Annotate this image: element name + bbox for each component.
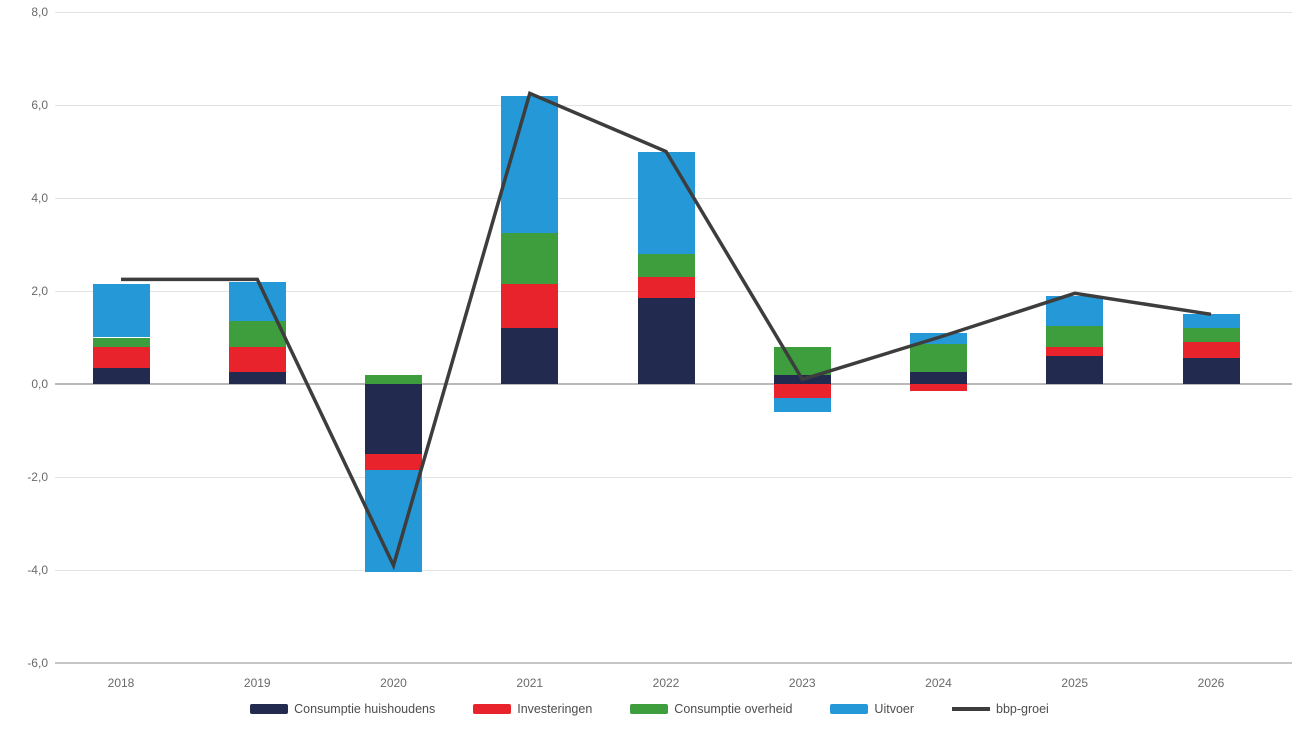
bar-segment-consumptie-overheid-2025 — [1046, 325, 1104, 347]
bar-segment-consumptie-overheid-2021 — [501, 232, 559, 285]
legend-swatch-investeringen — [473, 704, 512, 714]
bar-segment-consumptie-huishoudens-2024 — [910, 372, 967, 384]
legend-label: Investeringen — [517, 702, 593, 716]
legend-item-consumptie-huishoudens: Consumptie huishoudens — [250, 702, 435, 716]
y-tick-label: 6,0 — [31, 98, 48, 112]
bar-segment-consumptie-huishoudens-2022 — [637, 297, 695, 384]
bar-segment-uitvoer-2020 — [365, 470, 422, 573]
gridline-6 — [55, 105, 1292, 106]
bar-segment-investeringen-2024 — [910, 384, 967, 391]
bar-segment-investeringen-2022 — [637, 277, 695, 298]
bar-segment-consumptie-overheid-2024 — [910, 344, 967, 373]
y-tick-label: 8,0 — [31, 5, 48, 19]
bar-segment-uitvoer-2024 — [910, 332, 967, 345]
gridline--2 — [55, 477, 1292, 478]
bar-segment-consumptie-overheid-2023 — [773, 346, 831, 375]
x-tick-label-2019: 2019 — [243, 676, 271, 690]
gridline-8 — [55, 12, 1292, 13]
legend-item-consumptie-overheid: Consumptie overheid — [630, 702, 792, 716]
legend-item-uitvoer: Uitvoer — [830, 702, 914, 716]
x-tick-label-2024: 2024 — [925, 676, 952, 690]
bar-segment-uitvoer-2021 — [501, 95, 559, 233]
bar-segment-uitvoer-2019 — [228, 281, 286, 322]
legend-label: bbp-groei — [996, 702, 1049, 716]
bar-segment-consumptie-overheid-2026 — [1182, 328, 1240, 343]
x-tick-label-2025: 2025 — [1061, 676, 1089, 690]
x-tick-label-2018: 2018 — [107, 676, 135, 690]
legend-swatch-bbp-groei — [952, 707, 991, 711]
legend: Consumptie huishoudens Investeringen Consu… — [0, 702, 1299, 716]
y-tick-label: 4,0 — [31, 191, 48, 205]
bar-segment-consumptie-huishoudens-2020 — [365, 384, 422, 454]
legend-label: Consumptie overheid — [674, 702, 793, 716]
bar-segment-investeringen-2020 — [365, 453, 422, 471]
legend-item-investeringen: Investeringen — [473, 702, 592, 716]
bar-segment-uitvoer-2018 — [92, 284, 150, 338]
legend-swatch-uitvoer — [830, 704, 869, 714]
x-tick-label-2026: 2026 — [1197, 676, 1225, 690]
bar-segment-uitvoer-2023 — [773, 397, 831, 412]
bar-segment-consumptie-huishoudens-2026 — [1182, 358, 1240, 384]
bar-segment-consumptie-huishoudens-2025 — [1046, 356, 1104, 384]
bar-segment-investeringen-2026 — [1182, 342, 1240, 359]
y-tick-label: -4,0 — [27, 563, 48, 577]
gridline--4 — [55, 570, 1292, 571]
bar-segment-uitvoer-2025 — [1046, 295, 1104, 326]
bar-segment-consumptie-overheid-2022 — [637, 253, 695, 278]
legend-swatch-consumptie-overheid — [630, 704, 669, 714]
y-tick-label: 2,0 — [31, 284, 48, 298]
y-tick-label: 0,0 — [31, 377, 48, 391]
legend-label: Uitvoer — [874, 702, 915, 716]
bar-segment-consumptie-huishoudens-2023 — [773, 374, 831, 384]
bar-segment-investeringen-2025 — [1046, 346, 1104, 357]
bar-segment-consumptie-huishoudens-2018 — [92, 367, 150, 384]
bar-segment-investeringen-2023 — [773, 384, 831, 398]
bar-segment-consumptie-huishoudens-2021 — [501, 328, 559, 384]
x-tick-label-2023: 2023 — [788, 676, 816, 690]
bar-segment-consumptie-overheid-2018 — [92, 337, 150, 347]
y-tick-label: -2,0 — [27, 470, 48, 484]
legend-swatch-consumptie-huishoudens — [250, 704, 289, 714]
bar-segment-uitvoer-2026 — [1182, 314, 1240, 329]
bar-segment-investeringen-2018 — [92, 346, 150, 368]
x-tick-label-2021: 2021 — [516, 676, 544, 690]
bar-segment-investeringen-2021 — [501, 284, 559, 329]
gridline--6 — [55, 662, 1292, 664]
bar-segment-investeringen-2019 — [228, 346, 286, 373]
legend-label: Consumptie huishoudens — [294, 702, 436, 716]
legend-item-bbp-groei: bbp-groei — [952, 702, 1049, 716]
bar-segment-consumptie-huishoudens-2019 — [228, 372, 286, 384]
bar-segment-consumptie-overheid-2020 — [365, 374, 422, 384]
x-tick-label-2022: 2022 — [652, 676, 680, 690]
x-tick-label-2020: 2020 — [380, 676, 407, 690]
y-tick-label: -6,0 — [27, 656, 48, 670]
bar-segment-uitvoer-2022 — [637, 151, 695, 254]
bar-segment-consumptie-overheid-2019 — [228, 321, 286, 347]
